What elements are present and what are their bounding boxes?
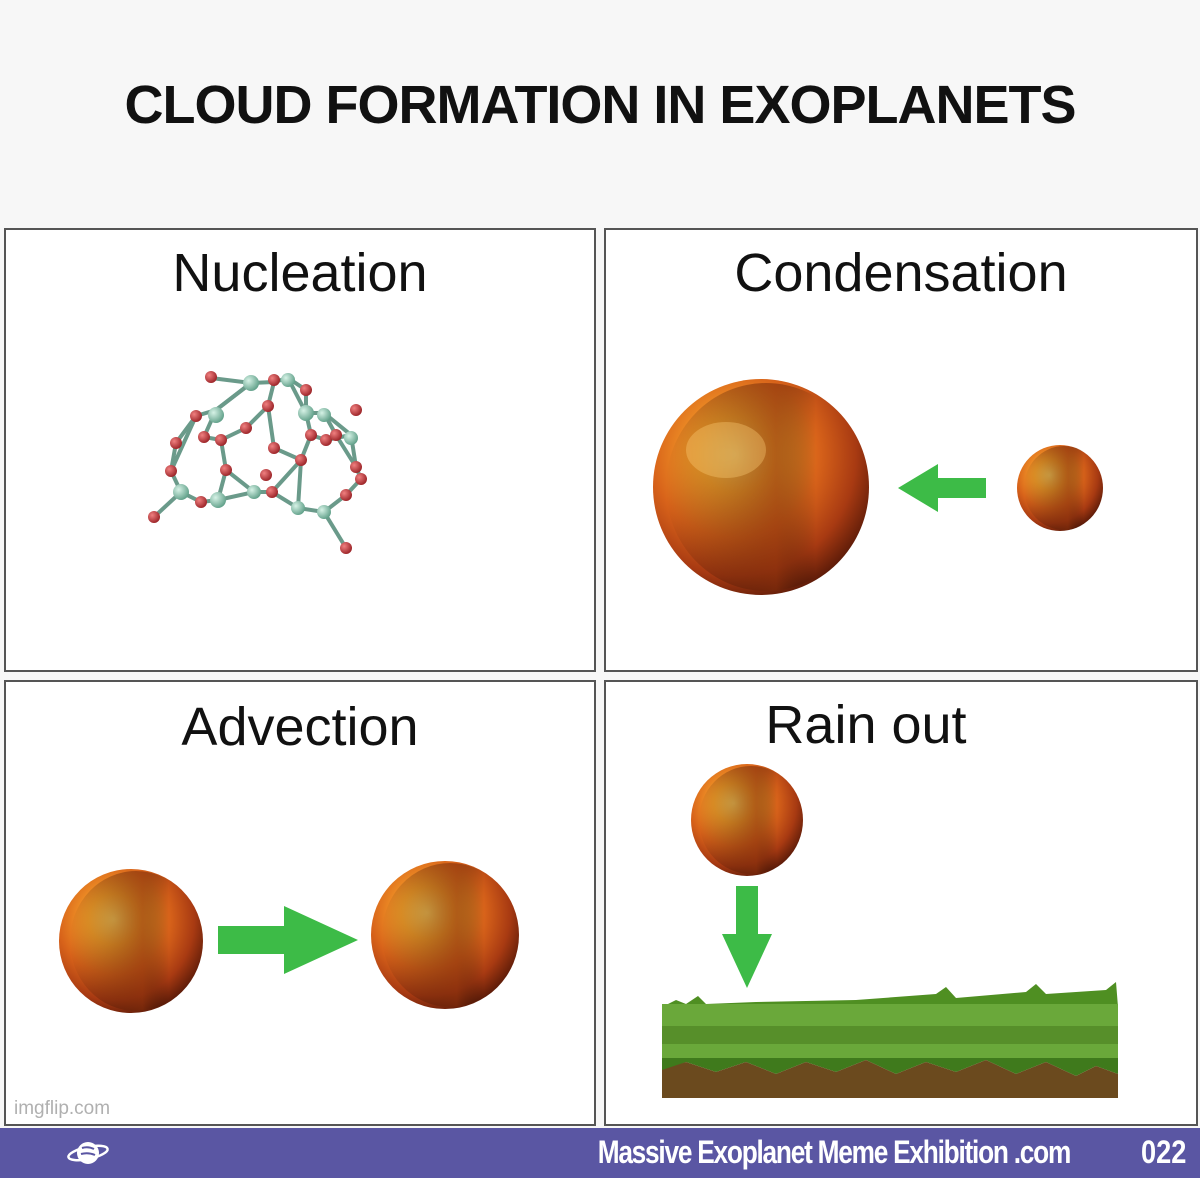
panel-rain-out: Rain out xyxy=(604,680,1198,1126)
panel-advection: Advection imgflip.com xyxy=(4,680,596,1126)
rain-out-scene xyxy=(662,764,1118,1098)
page-title: CLOUD FORMATION IN EXOPLANETS xyxy=(124,75,1077,135)
footer-site-name: Massive Exoplanet Meme Exhibition .com xyxy=(597,1134,1072,1170)
large-droplet-sphere-icon xyxy=(653,379,869,595)
molecule-cluster-icon xyxy=(148,371,367,554)
advection-scene xyxy=(59,861,519,1013)
panel-condensation: Condensation xyxy=(604,228,1198,672)
condensation-scene xyxy=(653,379,1104,595)
ground-terrain-icon xyxy=(662,982,1118,1098)
down-arrow-icon xyxy=(722,886,772,988)
falling-droplet-sphere-icon xyxy=(691,764,803,876)
panel-label-advection: Advection xyxy=(181,697,419,757)
droplet-left-sphere-icon xyxy=(59,869,203,1013)
footer-bar: Massive Exoplanet Meme Exhibition .com 0… xyxy=(0,1128,1200,1178)
panel-label-condensation: Condensation xyxy=(734,243,1068,303)
panel-label-nucleation: Nucleation xyxy=(172,243,428,303)
planet-globe-icon xyxy=(67,1142,109,1164)
left-arrow-icon xyxy=(898,464,986,512)
droplet-right-sphere-icon xyxy=(371,861,519,1009)
watermark: imgflip.com xyxy=(14,1098,111,1119)
right-arrow-icon xyxy=(218,906,358,974)
small-droplet-sphere-icon xyxy=(1017,445,1104,531)
panel-label-rain-out: Rain out xyxy=(765,695,967,755)
footer-meme-number: 022 xyxy=(1140,1134,1186,1170)
header: CLOUD FORMATION IN EXOPLANETS xyxy=(0,0,1200,228)
panel-nucleation: Nucleation xyxy=(4,228,596,672)
